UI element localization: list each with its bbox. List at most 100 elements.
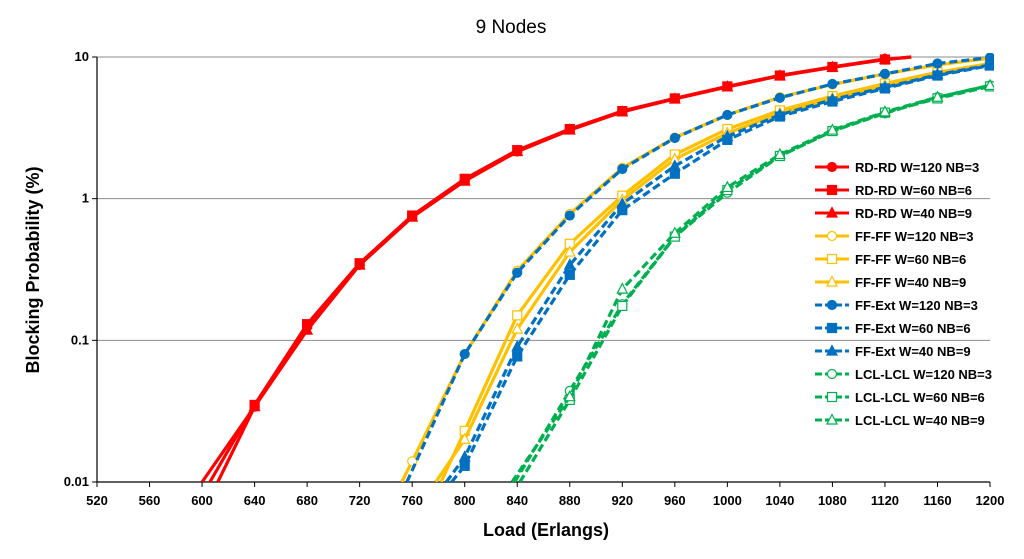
legend-label: LCL-LCL W=40 NB=9: [855, 413, 985, 428]
legend-marker: [826, 230, 838, 242]
data-point: [931, 90, 944, 102]
legend-entry: FF-FF W=120 NB=3: [815, 229, 973, 244]
legend-entry: LCL-LCL W=60 NB=6: [815, 390, 985, 405]
series-12: [510, 78, 994, 482]
x-axis-title: Load (Erlangs): [483, 520, 609, 540]
legend-label: FF-FF W=120 NB=3: [855, 229, 973, 244]
data-point: [512, 351, 523, 362]
data-point: [616, 105, 629, 117]
data-point: [301, 323, 314, 335]
data-point: [616, 282, 629, 294]
x-tick-label: 520: [86, 493, 108, 508]
data-point: [774, 92, 785, 103]
series-line: [405, 56, 991, 482]
data-point: [563, 389, 576, 402]
data-point: [248, 399, 261, 412]
data-point: [511, 144, 524, 157]
data-point: [564, 269, 575, 280]
legend-label: RD-RD W=60 NB=6: [855, 183, 972, 198]
data-point: [721, 80, 734, 92]
data-point: [511, 322, 524, 334]
legend-marker: [826, 322, 838, 334]
series-7: [405, 53, 994, 482]
y-axis-title: Blocking Probability (%): [23, 166, 43, 373]
legend-entry: RD-RD W=40 NB=9: [815, 206, 972, 221]
legend-label: FF-FF W=60 NB=6: [855, 252, 966, 267]
data-point: [879, 68, 891, 79]
x-tick-label: 680: [296, 493, 318, 508]
legend-entry: FF-Ext W=40 NB=9: [815, 344, 971, 359]
data-point: [458, 432, 471, 444]
x-tick-label: 1120: [871, 493, 899, 508]
data-point: [984, 58, 994, 70]
legend-marker: [826, 206, 838, 218]
data-point: [458, 450, 471, 462]
data-point: [932, 58, 943, 69]
series-3: [216, 53, 912, 482]
data-point: [722, 109, 733, 121]
legend-marker: [826, 161, 838, 173]
series-line: [439, 61, 991, 482]
data-point: [984, 78, 994, 91]
y-tick-label: 0.1: [71, 332, 89, 347]
x-tick-label: 640: [244, 493, 266, 508]
data-point: [353, 258, 366, 270]
data-point: [878, 80, 891, 93]
legend-label: FF-Ext W=60 NB=6: [855, 321, 971, 336]
data-point: [668, 92, 681, 104]
data-point: [563, 245, 576, 257]
legend-entry: LCL-LCL W=120 NB=3: [815, 367, 992, 382]
legend-entry: RD-RD W=120 NB=3: [815, 160, 979, 175]
data-point: [721, 180, 734, 193]
legend-marker: [826, 253, 838, 265]
legend-entry: FF-Ext W=120 NB=3: [815, 298, 978, 313]
x-tick-label: 600: [191, 493, 213, 508]
series-line: [510, 83, 991, 482]
data-point: [406, 210, 419, 222]
data-point: [512, 267, 523, 278]
x-tick-label: 1040: [765, 493, 794, 508]
data-point: [511, 340, 524, 352]
data-point: [826, 60, 839, 72]
legend-label: RD-RD W=40 NB=9: [855, 206, 972, 221]
legend-marker: [826, 299, 838, 311]
data-point: [617, 300, 628, 312]
data-point: [826, 92, 839, 105]
legend-label: FF-Ext W=120 NB=3: [855, 298, 978, 313]
data-point: [563, 123, 576, 135]
data-point: [878, 105, 891, 117]
x-tick-label: 800: [454, 493, 476, 508]
series-9: [445, 58, 994, 482]
legend: RD-RD W=120 NB=3 RD-RD W=60 NB=6 RD-RD W=4…: [815, 160, 992, 428]
x-tick-label: 1200: [976, 493, 1005, 508]
legend-entry: FF-FF W=40 NB=9: [815, 275, 966, 290]
legend-label: FF-Ext W=40 NB=9: [855, 344, 971, 359]
x-tick-label: 960: [664, 493, 686, 508]
data-point: [459, 348, 470, 360]
legend-label: LCL-LCL W=60 NB=6: [855, 390, 985, 405]
data-point: [458, 174, 471, 186]
series-line: [445, 63, 991, 482]
legend-entry: LCL-LCL W=40 NB=9: [815, 413, 985, 428]
x-tick-label: 760: [401, 493, 423, 508]
data-point: [721, 129, 734, 142]
data-point: [668, 159, 681, 171]
data-point: [669, 132, 680, 144]
legend-label: FF-FF W=40 NB=9: [855, 275, 966, 290]
data-point: [616, 197, 629, 209]
legend-marker: [826, 344, 838, 356]
data-point: [668, 226, 681, 238]
y-tick-label: 10: [75, 49, 89, 64]
legend-entry: FF-FF W=60 NB=6: [815, 252, 966, 267]
legend-entry: FF-Ext W=60 NB=6: [815, 321, 971, 336]
axes: 0.01 0.1 1 10 520 560 600 640 680 720 760 800 840 880…: [64, 49, 1005, 508]
legend-label: RD-RD W=120 NB=3: [855, 160, 979, 175]
data-point: [512, 310, 523, 321]
legend-marker: [826, 184, 838, 196]
legend-marker: [826, 275, 838, 287]
data-point: [773, 69, 786, 81]
legend-marker: [826, 368, 838, 380]
series-6: [434, 58, 994, 482]
